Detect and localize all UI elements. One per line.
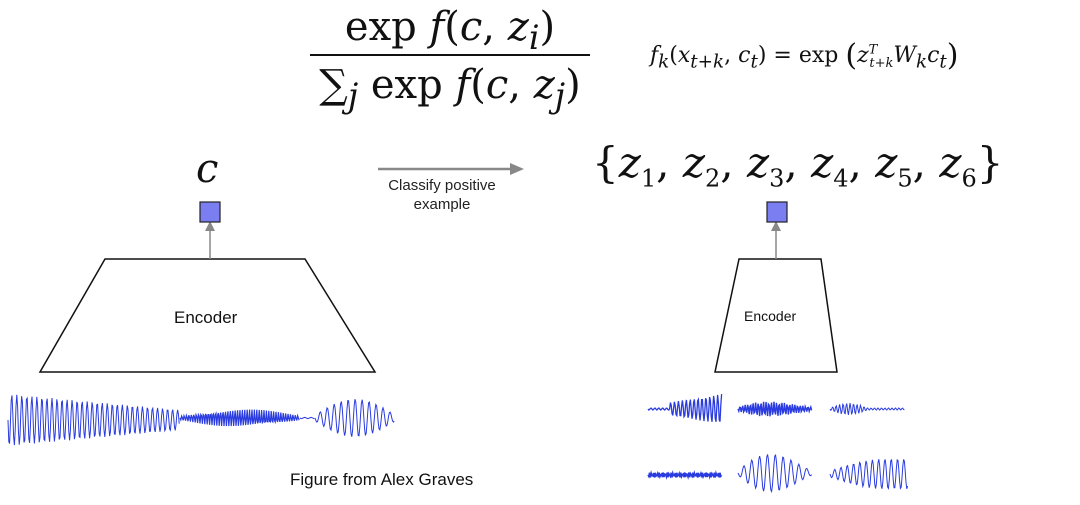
left-waveform-b <box>179 409 300 427</box>
latent-node <box>766 201 788 223</box>
arrow-label: Classify positive example <box>362 176 522 214</box>
waveforms <box>7 394 909 494</box>
right-encoder-label: Encoder <box>744 308 797 324</box>
contrastive-softmax-formula: exp f(c, zi) ∑j exp f(c, zj) <box>300 2 600 115</box>
right-waveform-3 <box>829 402 905 415</box>
left-up-arrow <box>205 221 215 259</box>
right-waveform-4 <box>647 470 723 480</box>
arrow-label-line2: example <box>413 196 471 213</box>
left-encoder-label: Encoder <box>174 308 238 327</box>
right-waveform-2 <box>737 401 813 417</box>
right-waveform-6 <box>829 458 909 490</box>
formula-denominator: ∑j exp f(c, zj) <box>319 62 581 115</box>
classify-arrow <box>378 163 524 175</box>
score-function-formula: fk(xt+k, ct) = exp (zTt+kWkct) <box>650 38 959 73</box>
figure-caption: Figure from Alex Graves <box>290 470 474 489</box>
arrow-label-line1: Classify positive <box>388 177 496 194</box>
left-waveform-c <box>299 416 315 420</box>
candidate-set: {z1, z2, z3, z4, z5, z6} <box>592 138 1004 193</box>
formula-numerator: exp f(c, zi) <box>344 4 556 57</box>
left-waveform-a <box>7 394 180 446</box>
context-symbol: c <box>196 146 219 192</box>
left-waveform-d <box>314 399 395 437</box>
right-encoder-shape <box>714 258 838 373</box>
fraction-bar <box>310 54 590 56</box>
left-encoder-shape <box>38 258 377 373</box>
context-node <box>199 201 221 223</box>
right-waveform-5 <box>737 453 812 494</box>
right-waveform-1 <box>647 394 723 422</box>
right-up-arrow <box>771 221 781 259</box>
